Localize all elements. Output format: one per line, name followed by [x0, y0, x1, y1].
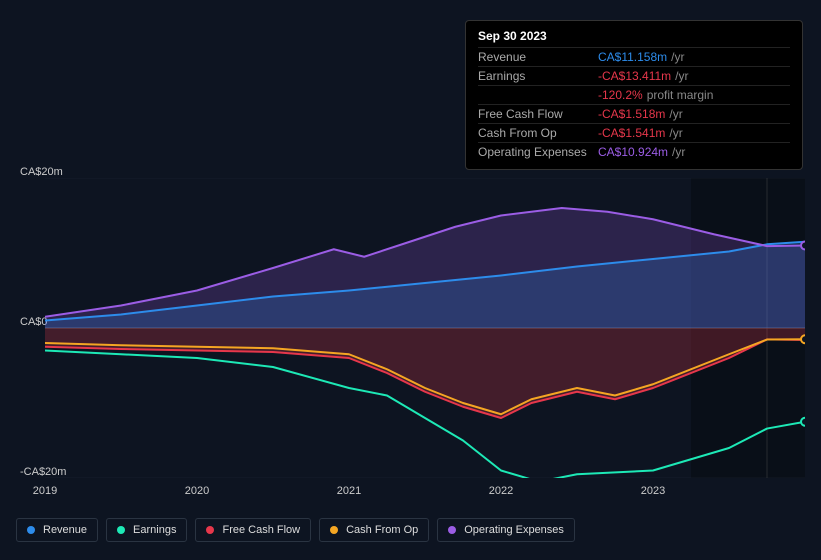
tooltip-metric-value: CA$10.924m — [598, 145, 668, 159]
series-end-marker — [801, 335, 805, 343]
tooltip-metric-suffix: profit margin — [647, 88, 714, 102]
chart-legend: Revenue Earnings Free Cash Flow Cash From O… — [16, 518, 575, 542]
tooltip-metric-value: -120.2% — [598, 88, 643, 102]
tooltip-row: Operating ExpensesCA$10.924m/yr — [478, 142, 790, 161]
series-end-marker — [801, 418, 805, 426]
legend-label: Free Cash Flow — [222, 524, 300, 536]
legend-item-fcf[interactable]: Free Cash Flow — [195, 518, 311, 542]
y-axis-label: CA$20m — [20, 166, 63, 178]
legend-label: Operating Expenses — [464, 524, 564, 536]
tooltip-metric-value: -CA$1.518m — [598, 107, 665, 121]
legend-label: Earnings — [133, 524, 176, 536]
tooltip-metric-label: Free Cash Flow — [478, 107, 598, 121]
tooltip-row: Cash From Op-CA$1.541m/yr — [478, 123, 790, 142]
tooltip-date: Sep 30 2023 — [478, 29, 790, 43]
tooltip-row: -120.2% profit margin — [478, 85, 790, 104]
y-axis-label: CA$0 — [20, 316, 48, 328]
x-axis: 2019 2020 2021 2022 2023 — [16, 485, 805, 505]
tooltip-metric-suffix: /yr — [675, 69, 688, 83]
data-tooltip: Sep 30 2023RevenueCA$11.158m/yrEarnings-… — [465, 20, 803, 170]
tooltip-metric-value: -CA$1.541m — [598, 126, 665, 140]
legend-color-dot — [206, 526, 214, 534]
x-axis-label: 2022 — [489, 485, 513, 497]
legend-color-dot — [330, 526, 338, 534]
x-axis-label: 2021 — [337, 485, 361, 497]
tooltip-metric-label: Earnings — [478, 69, 598, 83]
tooltip-row: Free Cash Flow-CA$1.518m/yr — [478, 104, 790, 123]
tooltip-metric-label: Revenue — [478, 50, 598, 64]
legend-label: Cash From Op — [346, 524, 418, 536]
legend-item-cfo[interactable]: Cash From Op — [319, 518, 429, 542]
tooltip-row: RevenueCA$11.158m/yr — [478, 47, 790, 66]
legend-item-revenue[interactable]: Revenue — [16, 518, 98, 542]
legend-label: Revenue — [43, 524, 87, 536]
x-axis-label: 2019 — [33, 485, 57, 497]
tooltip-metric-label — [478, 88, 598, 102]
legend-item-earnings[interactable]: Earnings — [106, 518, 187, 542]
tooltip-metric-suffix: /yr — [672, 145, 685, 159]
tooltip-metric-suffix: /yr — [671, 50, 684, 64]
legend-color-dot — [448, 526, 456, 534]
legend-color-dot — [27, 526, 35, 534]
tooltip-metric-label: Operating Expenses — [478, 145, 598, 159]
financials-chart[interactable] — [45, 178, 805, 478]
tooltip-metric-suffix: /yr — [669, 107, 682, 121]
legend-item-opex[interactable]: Operating Expenses — [437, 518, 575, 542]
tooltip-metric-suffix: /yr — [669, 126, 682, 140]
x-axis-label: 2020 — [185, 485, 209, 497]
legend-color-dot — [117, 526, 125, 534]
series-end-marker — [801, 242, 805, 250]
tooltip-row: Earnings-CA$13.411m/yr — [478, 66, 790, 85]
tooltip-metric-label: Cash From Op — [478, 126, 598, 140]
tooltip-metric-value: -CA$13.411m — [598, 69, 671, 83]
tooltip-metric-value: CA$11.158m — [598, 50, 667, 64]
x-axis-label: 2023 — [641, 485, 665, 497]
